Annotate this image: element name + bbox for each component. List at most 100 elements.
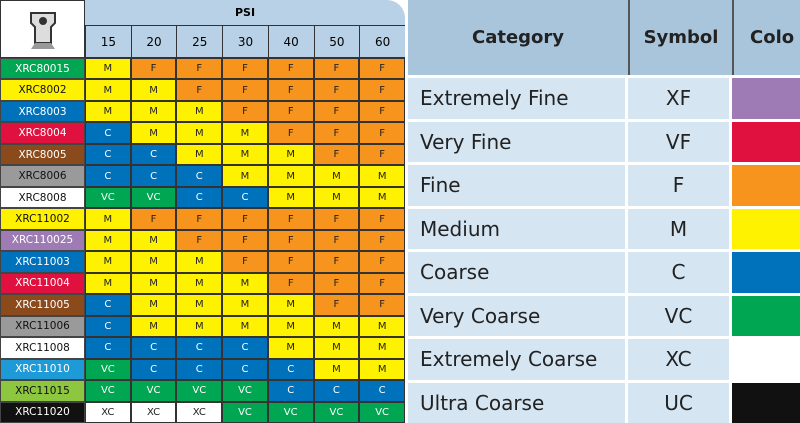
droplet-cell: VC bbox=[176, 380, 223, 402]
droplet-cell: F bbox=[222, 79, 268, 101]
droplet-cell: M bbox=[267, 143, 314, 166]
droplet-cell: C bbox=[85, 337, 131, 359]
psi-header: PSI bbox=[85, 0, 405, 26]
icon-cell bbox=[0, 0, 85, 58]
symbol-cell: UC bbox=[628, 382, 729, 423]
droplet-cell: M bbox=[359, 337, 405, 359]
droplet-cell: F bbox=[176, 58, 223, 80]
droplet-cell: M bbox=[85, 100, 131, 123]
category-cell: Very Fine bbox=[408, 121, 625, 162]
droplet-cell: M bbox=[222, 143, 268, 166]
droplet-cell: F bbox=[222, 58, 268, 80]
droplet-cell: F bbox=[313, 229, 360, 252]
droplet-cell: M bbox=[313, 186, 360, 209]
droplet-cell: C bbox=[222, 337, 268, 359]
droplet-cell: M bbox=[130, 122, 177, 144]
droplet-cell: M bbox=[222, 165, 268, 187]
nozzle-label: XRC110025 bbox=[0, 229, 85, 252]
symbol-cell: XF bbox=[628, 78, 729, 119]
droplet-cell: M bbox=[267, 337, 314, 359]
nozzle-label: XRC11002 bbox=[0, 208, 85, 230]
droplet-cell: F bbox=[267, 122, 314, 144]
droplet-cell: M bbox=[130, 229, 177, 252]
droplet-cell: C bbox=[85, 122, 131, 144]
droplet-cell: M bbox=[130, 294, 177, 316]
droplet-cell: C bbox=[359, 380, 405, 402]
droplet-cell: M bbox=[222, 294, 268, 316]
droplet-cell: C bbox=[130, 165, 177, 187]
droplet-cell: M bbox=[267, 186, 314, 209]
color-swatch bbox=[732, 295, 800, 336]
droplet-cell: F bbox=[130, 208, 177, 230]
droplet-cell: F bbox=[359, 79, 405, 101]
droplet-cell: F bbox=[359, 58, 405, 80]
droplet-cell: C bbox=[85, 165, 131, 187]
droplet-cell: F bbox=[313, 143, 360, 166]
droplet-cell: C bbox=[130, 358, 177, 381]
droplet-cell: M bbox=[313, 358, 360, 381]
droplet-cell: VC bbox=[130, 186, 177, 209]
droplet-cell: F bbox=[267, 229, 314, 252]
category-cell: Ultra Coarse bbox=[408, 382, 625, 423]
category-cell: Fine bbox=[408, 165, 625, 206]
nozzle-label: XRC11020 bbox=[0, 401, 85, 423]
droplet-cell: F bbox=[313, 251, 360, 273]
droplet-cell: F bbox=[359, 208, 405, 230]
color-swatch bbox=[732, 165, 800, 206]
droplet-cell: F bbox=[267, 272, 314, 295]
droplet-cell: M bbox=[130, 251, 177, 273]
legend-header-bg bbox=[408, 0, 800, 75]
category-cell: Extremely Coarse bbox=[408, 339, 625, 380]
droplet-cell: M bbox=[313, 315, 360, 338]
droplet-cell: VC bbox=[85, 358, 131, 381]
droplet-cell: M bbox=[85, 272, 131, 295]
droplet-cell: M bbox=[176, 143, 223, 166]
symbol-cell: C bbox=[628, 252, 729, 293]
legend-header: Category bbox=[471, 27, 565, 48]
droplet-cell: C bbox=[267, 380, 314, 402]
droplet-cell: M bbox=[176, 294, 223, 316]
droplet-cell: M bbox=[267, 315, 314, 338]
droplet-cell: F bbox=[313, 100, 360, 123]
droplet-cell: M bbox=[85, 58, 131, 80]
droplet-cell: M bbox=[130, 272, 177, 295]
symbol-cell: M bbox=[628, 208, 729, 249]
droplet-cell: XC bbox=[176, 401, 223, 423]
pressure-label: 30 bbox=[222, 26, 268, 58]
droplet-cell: F bbox=[267, 251, 314, 273]
droplet-cell: M bbox=[176, 272, 223, 295]
nozzle-label: XRC8003 bbox=[0, 100, 85, 123]
droplet-cell: M bbox=[267, 294, 314, 316]
droplet-cell: M bbox=[85, 208, 131, 230]
droplet-cell: C bbox=[85, 315, 131, 338]
droplet-cell: F bbox=[313, 208, 360, 230]
droplet-cell: M bbox=[359, 165, 405, 187]
legend-header: Colo bbox=[732, 0, 800, 75]
category-cell: Very Coarse bbox=[408, 295, 625, 336]
droplet-cell: C bbox=[176, 165, 223, 187]
droplet-cell: F bbox=[359, 251, 405, 273]
droplet-cell: M bbox=[85, 79, 131, 101]
category-cell: Coarse bbox=[408, 252, 625, 293]
droplet-cell: F bbox=[176, 79, 223, 101]
droplet-cell: M bbox=[359, 186, 405, 209]
droplet-cell: C bbox=[176, 337, 223, 359]
pressure-label: 50 bbox=[313, 26, 360, 58]
nozzle-label: XRC11006 bbox=[0, 315, 85, 338]
droplet-cell: F bbox=[359, 294, 405, 316]
droplet-cell: F bbox=[359, 272, 405, 295]
droplet-cell: M bbox=[130, 79, 177, 101]
nozzle-label: XRC11008 bbox=[0, 337, 85, 359]
pressure-label: 60 bbox=[359, 26, 405, 58]
droplet-cell: VC bbox=[222, 401, 268, 423]
droplet-cell: F bbox=[222, 229, 268, 252]
droplet-cell: M bbox=[176, 315, 223, 338]
droplet-cell: F bbox=[267, 58, 314, 80]
nozzle-label: XRC11004 bbox=[0, 272, 85, 295]
symbol-cell: F bbox=[628, 165, 729, 206]
droplet-cell: C bbox=[85, 294, 131, 316]
droplet-cell: C bbox=[130, 143, 177, 166]
nozzle-label: XRC8008 bbox=[0, 186, 85, 209]
droplet-cell: F bbox=[359, 100, 405, 123]
symbol-cell: VC bbox=[628, 295, 729, 336]
